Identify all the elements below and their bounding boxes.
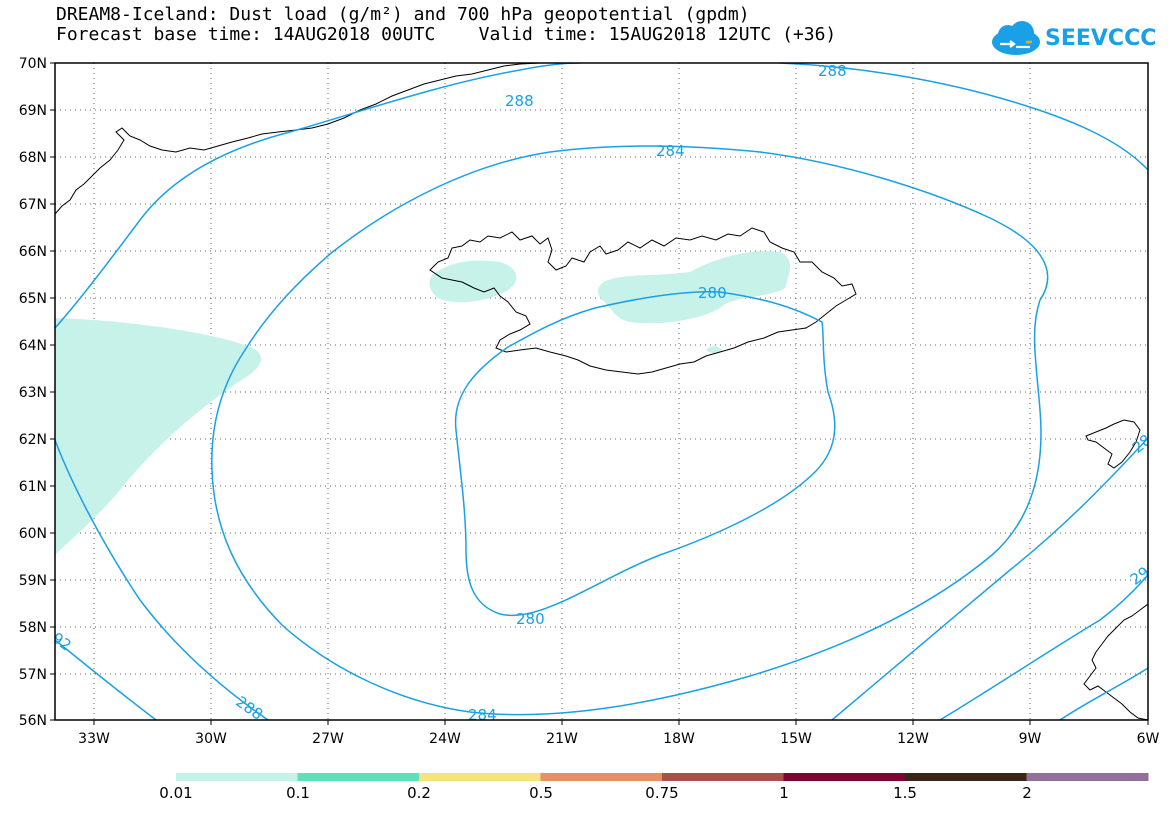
legend-swatch	[783, 773, 906, 781]
contour-label: 280	[698, 284, 727, 302]
lat-label: 67N	[19, 197, 47, 213]
lon-label: 12W	[897, 731, 929, 747]
contour-296-southeast	[939, 574, 1148, 720]
dust-area-iceland-northwest	[429, 260, 517, 303]
cloud-logo-icon	[992, 21, 1040, 55]
contour-300-southeast	[1059, 667, 1148, 720]
lon-label: 21W	[546, 731, 578, 747]
lat-label: 61N	[19, 479, 47, 495]
dust-area-iceland-south	[706, 346, 722, 353]
legend-label: 0.2	[407, 784, 431, 802]
iceland-coastline	[429, 227, 857, 375]
lon-label: 24W	[429, 731, 461, 747]
greenland-coastline	[55, 63, 541, 215]
lat-label: 65N	[19, 291, 47, 307]
lon-label: 9W	[1019, 731, 1042, 747]
lat-label: 60N	[19, 526, 47, 542]
lon-label: 33W	[78, 731, 110, 747]
legend-label: 1.5	[893, 784, 917, 802]
contour-292-southeast	[831, 437, 1148, 720]
lat-label: 62N	[19, 432, 47, 448]
dust-load-areas	[55, 251, 790, 555]
latitude-labels: 70N 69N 68N 67N 66N 65N 64N 63N 62N 61N …	[19, 56, 47, 729]
legend-swatch	[662, 773, 784, 781]
lat-label: 63N	[19, 385, 47, 401]
legend-label: 0.5	[529, 784, 553, 802]
seevccc-logo: SEEVCCC	[990, 20, 1156, 60]
legend-swatch	[1026, 773, 1149, 781]
contour-label: 284	[656, 142, 685, 160]
legend-label: 0.75	[645, 784, 678, 802]
logo-text: SEEVCCC	[1045, 26, 1157, 51]
lat-label: 69N	[19, 103, 47, 119]
lat-label: 64N	[19, 338, 47, 354]
geopotential-contours	[55, 63, 1148, 720]
legend-label: 0.01	[159, 784, 192, 802]
contour-label: 28	[1129, 431, 1155, 457]
legend-labels: 0.01 0.1 0.2 0.5 0.75 1 1.5 2	[159, 784, 1031, 802]
contour-288-outer	[55, 63, 1148, 720]
contour-label: 280	[516, 610, 545, 628]
scotland-coastline	[1083, 603, 1148, 720]
lon-label: 30W	[195, 731, 227, 747]
coastlines	[55, 63, 1148, 720]
legend-swatch	[419, 773, 541, 781]
lat-label: 59N	[19, 573, 47, 589]
contour-label: 284	[468, 706, 497, 724]
contour-284	[211, 145, 1049, 716]
axis-ticks	[50, 62, 1149, 725]
contour-label: 288	[505, 92, 534, 110]
lon-label: 27W	[312, 731, 344, 747]
lat-label: 57N	[19, 667, 47, 683]
legend-label: 0.1	[286, 784, 310, 802]
contour-label: 92	[49, 629, 75, 655]
lon-label: 18W	[663, 731, 695, 747]
contour-280	[454, 290, 836, 617]
lat-label: 56N	[19, 713, 47, 729]
grid-lines	[55, 63, 1148, 720]
map-canvas: 288 288 284 280 280 284 288 92 28 29 70N…	[19, 56, 1160, 747]
lat-label: 58N	[19, 620, 47, 636]
contour-label: 29	[1127, 563, 1153, 589]
legend-swatch	[176, 773, 298, 781]
lat-label: 66N	[19, 244, 47, 260]
legend-swatches	[176, 773, 1149, 781]
legend-swatch	[540, 773, 663, 781]
map-title: DREAM8-Iceland: Dust load (g/m²) and 700…	[56, 4, 750, 25]
lon-label: 15W	[780, 731, 812, 747]
contour-292-southwest	[55, 639, 157, 720]
longitude-labels: 33W 30W 27W 24W 21W 18W 15W 12W 9W 6W	[78, 731, 1159, 747]
legend-label: 2	[1022, 784, 1032, 802]
legend-swatch	[905, 773, 1027, 781]
faroe-islands-coastline	[1085, 419, 1141, 469]
dust-area-iceland-highlands	[597, 251, 790, 324]
lat-label: 68N	[19, 150, 47, 166]
legend-label: 1	[779, 784, 789, 802]
lat-label: 70N	[19, 56, 47, 72]
contour-label: 288	[818, 62, 847, 80]
forecast-time-subtitle: Forecast base time: 14AUG2018 00UTC Vali…	[56, 24, 837, 45]
legend-swatch	[297, 773, 420, 781]
dust-area-west	[55, 318, 262, 555]
lon-label: 6W	[1137, 731, 1160, 747]
